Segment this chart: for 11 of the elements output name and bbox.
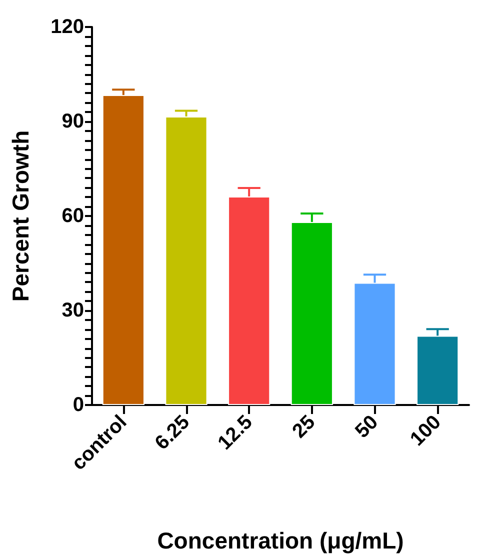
y-tick-label: 120 xyxy=(50,16,84,38)
y-tick-label: 60 xyxy=(62,205,84,227)
bar xyxy=(165,116,208,405)
y-axis-title: Percent Growth xyxy=(8,130,34,302)
y-tick-label: 30 xyxy=(62,300,84,322)
y-tick-label: 90 xyxy=(62,110,84,132)
y-tick-label: 0 xyxy=(72,394,84,416)
x-tick-label: 25 xyxy=(288,411,320,442)
x-axis-title: Concentration (μg/mL) xyxy=(157,528,404,554)
x-tick-label: 100 xyxy=(406,411,446,450)
x-tick-label: 50 xyxy=(351,411,383,442)
